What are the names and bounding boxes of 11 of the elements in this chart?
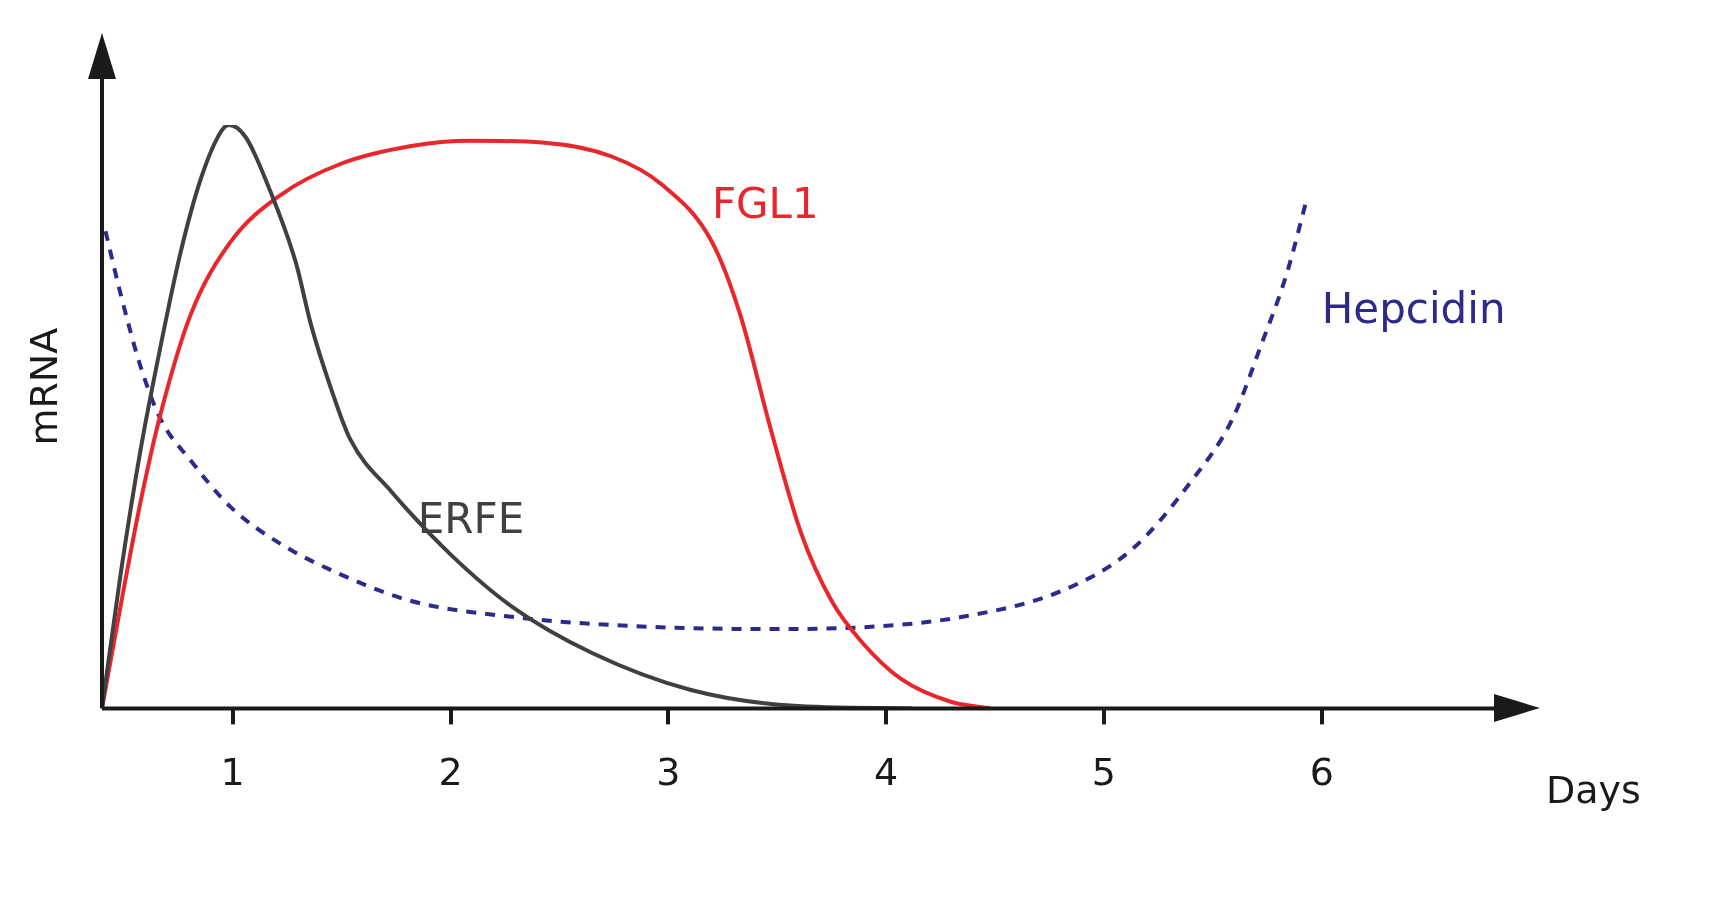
x-tick-label: 1 bbox=[220, 750, 245, 795]
series-label: ERFE bbox=[417, 493, 525, 543]
x-tick-label: 4 bbox=[874, 750, 899, 795]
series-label: FGL1 bbox=[711, 178, 819, 228]
x-axis-title: Days bbox=[1546, 768, 1641, 813]
series-label: Hepcidin bbox=[1321, 283, 1506, 333]
x-tick-label: 3 bbox=[656, 750, 681, 795]
x-tick-label: 6 bbox=[1309, 750, 1334, 795]
x-tick-label: 2 bbox=[438, 750, 463, 795]
x-tick-label: 5 bbox=[1091, 750, 1117, 795]
y-axis-title: mRNA bbox=[21, 327, 66, 446]
